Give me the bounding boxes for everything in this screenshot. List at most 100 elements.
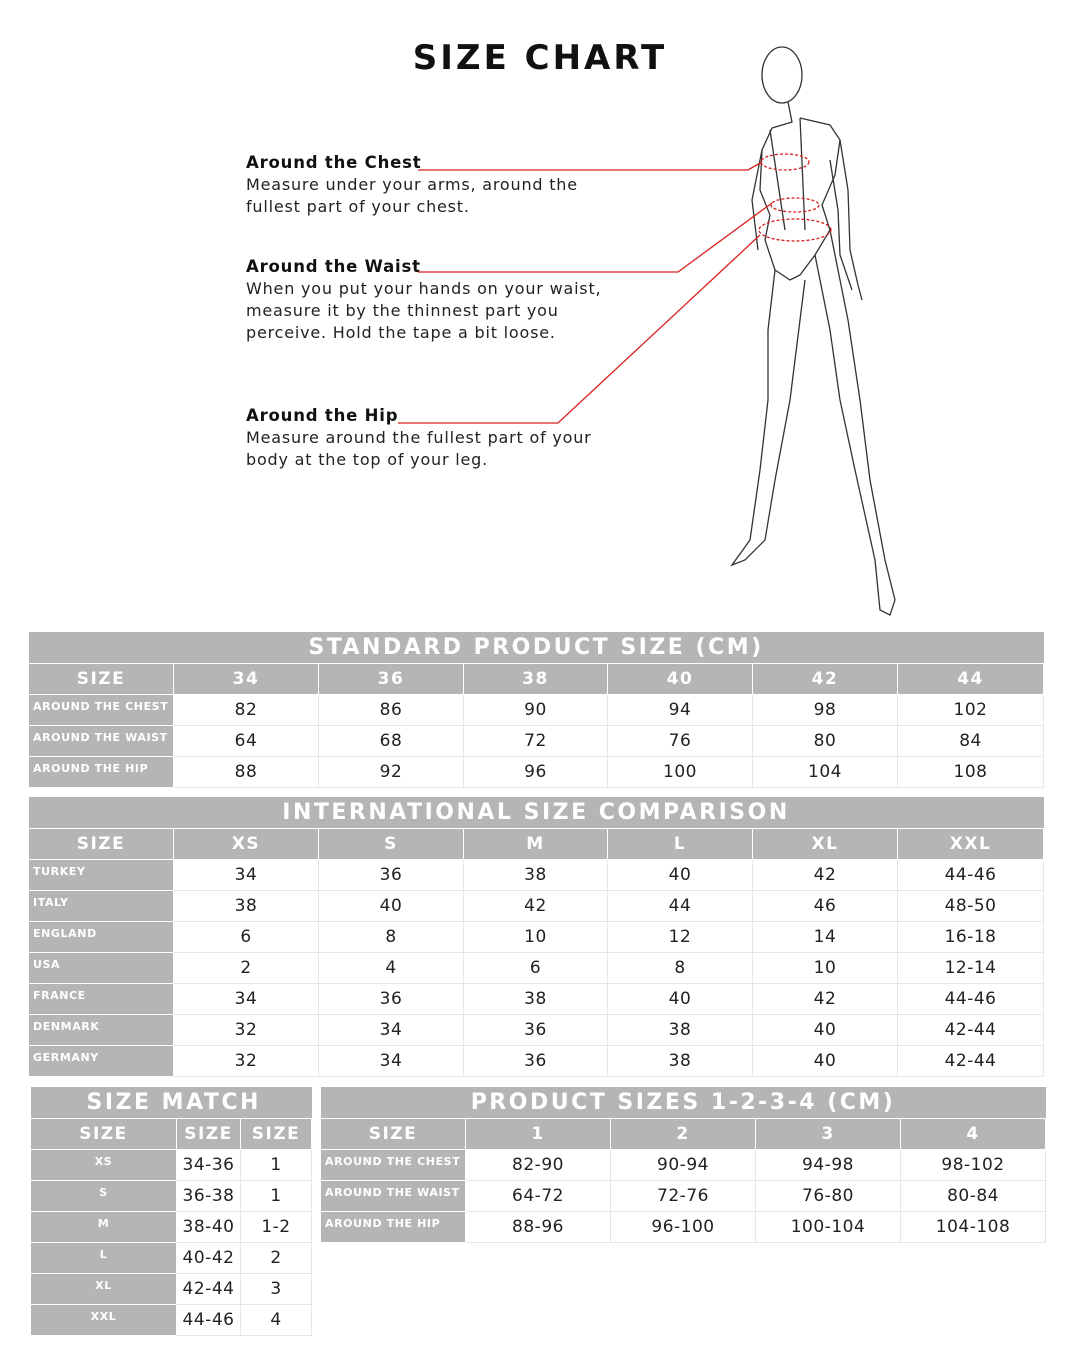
row-label: AROUND THE HIP: [320, 1210, 466, 1243]
table-cell: 38: [173, 889, 319, 922]
table-cell: 42-44: [896, 1013, 1045, 1046]
row-label: AROUND THE HIP: [28, 755, 174, 788]
column-header: SIZE: [320, 1117, 466, 1150]
table-cell: 34: [173, 982, 319, 1015]
column-header: 1: [465, 1117, 611, 1150]
table-cell: 2: [239, 1241, 313, 1274]
table-cell: 42-44: [896, 1044, 1045, 1077]
table-cell: 34: [173, 858, 319, 891]
hip-text: Measure around the fullest part of your: [246, 428, 592, 447]
column-header: L: [607, 827, 753, 860]
body-figure-illustration: [398, 46, 896, 616]
table-row: L 40-42 2: [30, 1241, 313, 1274]
table-cell: 12-14: [896, 951, 1045, 984]
column-header: 42: [752, 662, 898, 695]
table-row: TURKEY 34 36 38 40 42 44-46: [28, 858, 1045, 891]
table-title: SIZE MATCH: [30, 1087, 312, 1119]
table-cell: 1: [239, 1179, 313, 1212]
table-cell: 2: [173, 951, 319, 984]
table-cell: 100-104: [755, 1210, 901, 1243]
table-cell: 92: [318, 755, 464, 788]
table-cell: 84: [896, 724, 1045, 757]
table-cell: 36: [318, 858, 464, 891]
table-cell: 42: [752, 982, 898, 1015]
row-label: AROUND THE CHEST: [320, 1148, 466, 1181]
row-label: AROUND THE WAIST: [320, 1179, 466, 1212]
size-match-table: SIZE MATCH SIZE SIZE SIZE XS 34-36 1 S 36-38 1 M 38…: [30, 1087, 313, 1336]
table-cell: 94: [607, 693, 753, 726]
table-cell: 40: [752, 1044, 898, 1077]
table-cell: 64: [173, 724, 319, 757]
row-label: S: [30, 1179, 177, 1212]
chest-heading: Around the Chest: [246, 153, 422, 172]
column-header: SIZE: [28, 662, 174, 695]
table-cell: 34: [318, 1044, 464, 1077]
table-cell: 76-80: [755, 1179, 901, 1212]
table-header-row: SIZE 1 2 3 4: [320, 1117, 1047, 1150]
table-cell: 34: [318, 1013, 464, 1046]
table-row: AROUND THE CHEST 82 86 90 94 98 102: [28, 693, 1045, 726]
table-cell: 86: [318, 693, 464, 726]
waist-text: measure it by the thinnest part you: [246, 301, 559, 320]
table-cell: 44-46: [896, 858, 1045, 891]
row-label: XXL: [30, 1303, 177, 1336]
column-header: XXL: [896, 827, 1045, 860]
column-header: SIZE: [28, 827, 174, 860]
column-header: XS: [173, 827, 319, 860]
table-row: AROUND THE WAIST 64-72 72-76 76-80 80-84: [320, 1179, 1047, 1212]
column-header: SIZE: [239, 1117, 313, 1150]
table-cell: 3: [239, 1272, 313, 1305]
row-label: DENMARK: [28, 1013, 174, 1046]
table-cell: 104: [752, 755, 898, 788]
table-cell: 64-72: [465, 1179, 611, 1212]
table-row: XS 34-36 1: [30, 1148, 313, 1181]
table-cell: 40: [607, 982, 753, 1015]
table-row: DENMARK 32 34 36 38 40 42-44: [28, 1013, 1045, 1046]
table-cell: 6: [173, 920, 319, 953]
table-cell: 46: [752, 889, 898, 922]
row-label: AROUND THE CHEST: [28, 693, 174, 726]
table-row: AROUND THE WAIST 64 68 72 76 80 84: [28, 724, 1045, 757]
table-cell: 8: [318, 920, 464, 953]
column-header: 36: [318, 662, 464, 695]
table-title: STANDARD PRODUCT SIZE (CM): [28, 632, 1044, 664]
table-cell: 94-98: [755, 1148, 901, 1181]
row-label: XL: [30, 1272, 177, 1305]
table-cell: 38-40: [176, 1210, 241, 1243]
chest-text: Measure under your arms, around the: [246, 175, 578, 194]
table-cell: 10: [752, 951, 898, 984]
table-cell: 96: [463, 755, 608, 788]
table-row: ITALY 38 40 42 44 46 48-50: [28, 889, 1045, 922]
table-cell: 44-46: [176, 1303, 241, 1336]
table-cell: 40-42: [176, 1241, 241, 1274]
table-cell: 36-38: [176, 1179, 241, 1212]
table-cell: 32: [173, 1013, 319, 1046]
column-header: M: [463, 827, 608, 860]
table-cell: 8: [607, 951, 753, 984]
measurement-pointer-lines: [398, 153, 832, 424]
table-cell: 36: [318, 982, 464, 1015]
table-cell: 42-44: [176, 1272, 241, 1305]
table-cell: 76: [607, 724, 753, 757]
table-cell: 82-90: [465, 1148, 611, 1181]
table-cell: 80: [752, 724, 898, 757]
table-row: USA 2 4 6 8 10 12-14: [28, 951, 1045, 984]
standard-size-table: STANDARD PRODUCT SIZE (CM) SIZE 34 36 38 40 42…: [28, 632, 1045, 788]
mannequin-icon: [730, 46, 896, 616]
row-label: USA: [28, 951, 174, 984]
row-label: AROUND THE WAIST: [28, 724, 174, 757]
column-header: SIZE: [30, 1117, 177, 1150]
table-header-row: SIZE SIZE SIZE: [30, 1117, 313, 1150]
hip-measurement: Around the Hip Measure around the fulles…: [246, 405, 592, 471]
table-cell: 38: [607, 1044, 753, 1077]
table-cell: 40: [318, 889, 464, 922]
row-label: XS: [30, 1148, 177, 1181]
table-header-row: SIZE 34 36 38 40 42 44: [28, 662, 1045, 695]
table-row: XL 42-44 3: [30, 1272, 313, 1305]
hip-heading: Around the Hip: [246, 406, 399, 425]
table-cell: 12: [607, 920, 753, 953]
table-cell: 10: [463, 920, 608, 953]
table-cell: 1-2: [239, 1210, 313, 1243]
row-label: FRANCE: [28, 982, 174, 1015]
column-header: 44: [896, 662, 1045, 695]
